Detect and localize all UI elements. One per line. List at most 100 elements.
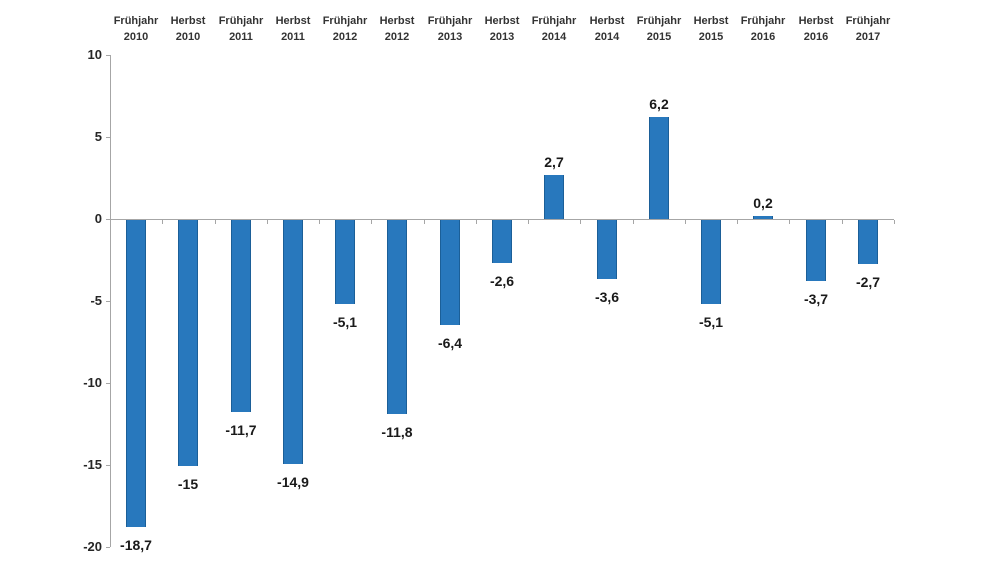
y-axis-tick (106, 219, 110, 220)
bar-value-label: -5,1 (332, 314, 358, 330)
bar-value-label: -6,4 (437, 335, 463, 351)
bar-value-label: -2,7 (855, 274, 881, 290)
y-tick-label: -10 (83, 375, 102, 390)
category-label: Herbst 2011 (263, 13, 323, 45)
bar (335, 220, 355, 304)
y-tick-label: -15 (83, 457, 102, 472)
category-season: Frühjahr (218, 15, 264, 27)
category-year: 2010 (175, 31, 201, 43)
bar-value-label: -2,6 (489, 273, 515, 289)
category-label: Frühjahr 2011 (211, 13, 271, 45)
y-tick-label: -5 (90, 293, 102, 308)
bar-value-label: -3,6 (594, 289, 620, 305)
category-year: 2016 (750, 31, 776, 43)
x-axis-tick (319, 220, 320, 224)
x-axis-tick (110, 220, 111, 224)
bar-value-label: -11,7 (225, 422, 257, 438)
y-tick-label: 10 (87, 47, 102, 62)
category-year: 2013 (437, 31, 463, 43)
x-axis-tick (424, 220, 425, 224)
x-axis-tick (737, 220, 738, 224)
bar (283, 220, 303, 464)
bar-value-label: -18,7 (120, 537, 152, 553)
category-year: 2011 (229, 31, 253, 43)
bar-value-label: 6,2 (649, 96, 669, 112)
bar-value-label: -11,8 (381, 424, 413, 440)
category-year: 2015 (698, 31, 724, 43)
category-season: Herbst (275, 15, 311, 27)
x-axis-tick (162, 220, 163, 224)
y-axis-tick (106, 383, 110, 384)
y-axis-tick (106, 137, 110, 138)
category-season: Frühjahr (427, 15, 473, 27)
bar (858, 220, 878, 264)
bar (544, 175, 564, 219)
bar (387, 220, 407, 414)
category-label: Frühjahr 2017 (838, 13, 898, 45)
y-tick-label: 5 (94, 129, 102, 144)
bar (806, 220, 826, 281)
bar (440, 220, 460, 325)
y-axis-tick (106, 547, 110, 548)
category-season: Frühjahr (740, 15, 786, 27)
bar-value-label: 0,2 (753, 195, 773, 211)
category-season: Frühjahr (113, 15, 159, 27)
category-label: Frühjahr 2012 (315, 13, 375, 45)
category-label: Herbst 2012 (367, 13, 427, 45)
bar (753, 216, 773, 219)
x-axis-tick (215, 220, 216, 224)
category-year: 2011 (281, 31, 305, 43)
category-label: Frühjahr 2014 (524, 13, 584, 45)
x-axis-zero-line (110, 219, 894, 220)
category-year: 2012 (332, 31, 358, 43)
category-label: Herbst 2016 (786, 13, 846, 45)
category-label: Frühjahr 2010 (106, 13, 166, 45)
bar (701, 220, 721, 304)
category-year: 2015 (646, 31, 672, 43)
category-season: Herbst (484, 15, 520, 27)
category-season: Herbst (693, 15, 729, 27)
bar (492, 220, 512, 263)
bar-value-label: 2,7 (544, 154, 564, 170)
category-season: Herbst (798, 15, 834, 27)
x-axis-tick (842, 220, 843, 224)
category-label: Frühjahr 2015 (629, 13, 689, 45)
category-year: 2016 (803, 31, 829, 43)
category-season: Herbst (170, 15, 206, 27)
bar (178, 220, 198, 466)
bar-value-label: -5,1 (698, 314, 724, 330)
x-axis-tick (371, 220, 372, 224)
bar-value-label: -15 (177, 476, 199, 492)
category-label: Frühjahr 2013 (420, 13, 480, 45)
y-axis-line (110, 55, 111, 547)
x-axis-tick (789, 220, 790, 224)
x-axis-tick (633, 220, 634, 224)
category-label: Herbst 2015 (681, 13, 741, 45)
x-axis-tick (894, 220, 895, 224)
y-axis-tick (106, 55, 110, 56)
x-axis-tick (685, 220, 686, 224)
category-year: 2014 (594, 31, 620, 43)
category-year: 2010 (123, 31, 149, 43)
x-axis-tick (267, 220, 268, 224)
category-label: Frühjahr 2016 (733, 13, 793, 45)
bar-value-label: -14,9 (277, 474, 309, 490)
category-label: Herbst 2010 (158, 13, 218, 45)
category-season: Frühjahr (845, 15, 891, 27)
category-label: Herbst 2013 (472, 13, 532, 45)
category-year: 2014 (541, 31, 567, 43)
category-season: Frühjahr (531, 15, 577, 27)
x-axis-tick (580, 220, 581, 224)
bar (231, 220, 251, 412)
bar (597, 220, 617, 279)
category-season: Frühjahr (322, 15, 368, 27)
bar (126, 220, 146, 527)
category-season: Herbst (379, 15, 415, 27)
bar (649, 117, 669, 219)
category-season: Herbst (589, 15, 625, 27)
y-tick-label: -20 (83, 539, 102, 554)
x-axis-tick (528, 220, 529, 224)
y-axis-tick (106, 301, 110, 302)
x-axis-tick (476, 220, 477, 224)
